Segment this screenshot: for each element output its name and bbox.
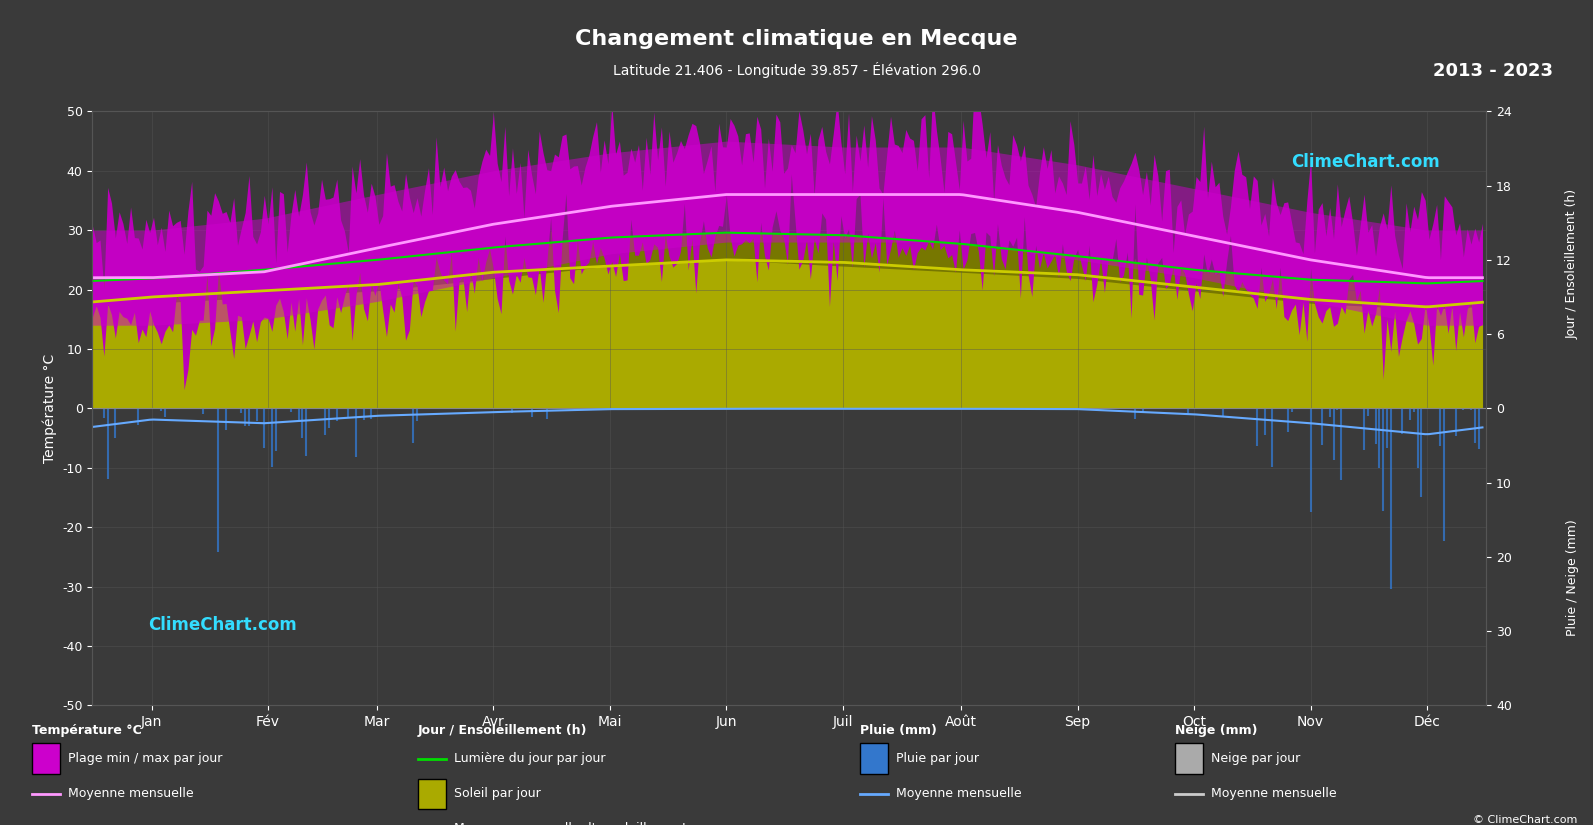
Text: © ClimeChart.com: © ClimeChart.com [1474, 814, 1577, 825]
Text: Neige (mm): Neige (mm) [1176, 724, 1257, 737]
Text: Neige par jour: Neige par jour [1211, 752, 1300, 765]
Text: ClimeChart.com: ClimeChart.com [1292, 153, 1440, 171]
Text: Soleil par jour: Soleil par jour [454, 787, 542, 800]
Y-axis label: Température °C: Température °C [41, 354, 57, 463]
Text: Moyenne mensuelle: Moyenne mensuelle [1211, 787, 1337, 800]
Text: Moyenne mensuelle: Moyenne mensuelle [68, 787, 194, 800]
Text: Changement climatique en Mecque: Changement climatique en Mecque [575, 29, 1018, 49]
Text: Pluie / Neige (mm): Pluie / Neige (mm) [1566, 519, 1579, 636]
FancyBboxPatch shape [860, 743, 887, 774]
Text: Latitude 21.406 - Longitude 39.857 - Élévation 296.0: Latitude 21.406 - Longitude 39.857 - Élé… [613, 62, 980, 78]
Text: 2013 - 2023: 2013 - 2023 [1434, 62, 1553, 80]
FancyBboxPatch shape [32, 743, 61, 774]
Text: Jour / Ensoleillement (h): Jour / Ensoleillement (h) [1566, 189, 1579, 339]
Text: Pluie par jour: Pluie par jour [895, 752, 980, 765]
Text: Plage min / max par jour: Plage min / max par jour [68, 752, 223, 765]
Text: Moyenne mensuelle: Moyenne mensuelle [895, 787, 1021, 800]
Text: ClimeChart.com: ClimeChart.com [148, 616, 296, 634]
Text: Lumière du jour par jour: Lumière du jour par jour [454, 752, 605, 765]
Text: Température °C: Température °C [32, 724, 142, 737]
Text: Jour / Ensoleillement (h): Jour / Ensoleillement (h) [417, 724, 588, 737]
FancyBboxPatch shape [417, 779, 446, 808]
Text: Pluie (mm): Pluie (mm) [860, 724, 937, 737]
Text: Moyenne mensuelle d'ensoleillement: Moyenne mensuelle d'ensoleillement [454, 822, 687, 825]
FancyBboxPatch shape [1176, 743, 1203, 774]
